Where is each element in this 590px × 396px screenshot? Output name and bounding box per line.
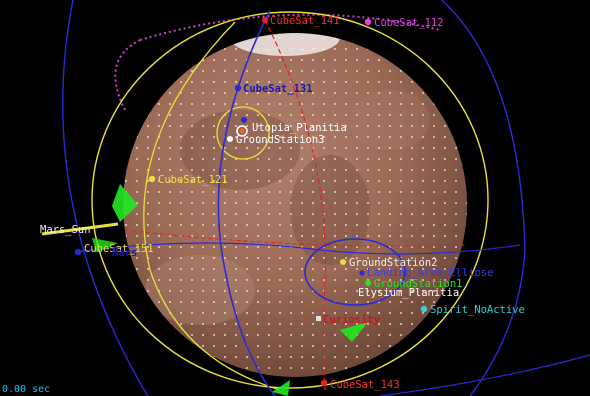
mars-sun-vector (41, 222, 119, 236)
cubesat-131[interactable]: CubeSat_131 (234, 83, 313, 95)
cubesat-112[interactable]: CubeSat_112 (364, 17, 444, 29)
cubesat-143-label: CubeSat_143 (330, 379, 400, 391)
cubesat-141[interactable]: CubeSat_141 (261, 15, 340, 27)
orbit-yellow-outer (91, 11, 489, 389)
utopia-planitia-label: Utopia_Planitia (252, 122, 347, 134)
mars-sun-label: Mars_Sun (40, 224, 91, 236)
utopia-planitia[interactable]: Utopia_Planitia (241, 117, 347, 134)
elysium-planitia-label: Elysium_Planitia (358, 287, 459, 299)
ground-station-3-coverage (216, 106, 270, 160)
sensor-cone-2 (92, 238, 118, 252)
orbit-outer-bottom (379, 354, 590, 396)
ground-station-3[interactable]: GroundStation3 (227, 134, 325, 146)
spirit-noactive[interactable]: Spirit_NoActive (420, 304, 525, 316)
orbit-yellow-inner (143, 21, 281, 391)
landing-area-ellipse-label: Landing_Area_Ellipse (367, 267, 493, 279)
cubesat-112-label: CubeSat_112 (374, 17, 444, 29)
time-readout: 0.00 sec (2, 384, 51, 395)
sensor-cone-3 (340, 322, 368, 342)
cubesat-143[interactable]: CubeSat_143 (320, 379, 400, 391)
curiosity[interactable]: Curiosity (316, 314, 381, 326)
sensor-cone-1 (112, 184, 138, 222)
sensor-cone-4 (272, 380, 290, 396)
orbit-outer-right (440, 0, 526, 396)
elysium-planitia[interactable]: Elysium_Planitia (358, 287, 459, 299)
ground-station-1[interactable]: GroundStation1 (365, 278, 463, 290)
cubesat-121-label: CubeSat_121 (158, 174, 228, 186)
orbit-outer-left (62, 0, 149, 396)
ground-station-2[interactable]: GroundStation2 (340, 257, 438, 269)
landing-area-label-group[interactable]: Landing_Area_Ellipse (359, 267, 493, 279)
orbit-blue-inner (217, 9, 276, 396)
curiosity-label: Curiosity (323, 314, 381, 326)
cubesat-131-label: CubeSat_131 (243, 83, 313, 95)
mars-overlap-label: Mars (112, 247, 137, 259)
ground-station-2-label: GroundStation2 (349, 257, 438, 269)
orbit-magenta-left (114, 39, 141, 111)
spirit-noactive-label: Spirit_NoActive (430, 304, 525, 316)
orbit-red-meridian (264, 19, 326, 391)
ground-station-3-label: GroundStation3 (236, 134, 325, 146)
landing-area-ellipse[interactable] (304, 238, 406, 306)
ground-station-1-label: GroundStation1 (374, 278, 463, 290)
mars-sun[interactable]: Mars_Sun (40, 224, 91, 236)
cubesat-151-label: CubeSat_151 (84, 243, 154, 255)
cubesat-151[interactable]: CubeSat_151 Mars (74, 243, 154, 259)
cubesat-121[interactable]: CubeSat_121 (148, 174, 228, 186)
selected-target-marker[interactable] (236, 125, 248, 137)
orbit-red-equator (124, 229, 466, 247)
orbit-magenta (139, 13, 441, 41)
cubesat-141-label: CubeSat_141 (270, 15, 340, 27)
orbit-blue-equator (74, 242, 521, 255)
